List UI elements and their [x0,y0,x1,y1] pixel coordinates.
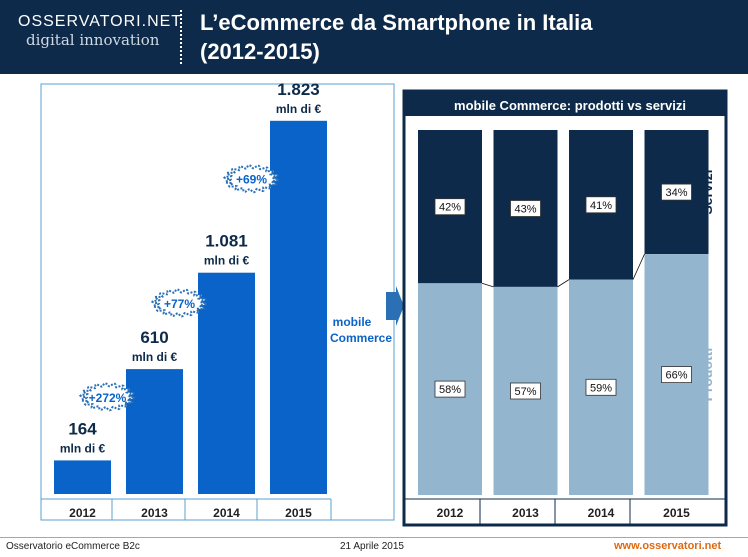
data-label-servizi-2015: 34% [665,187,687,199]
connector-line-2 [557,279,570,288]
right-tick-label-2014: 2014 [588,506,615,520]
right-tick-label-2012: 2012 [437,506,464,520]
connector-line-3 [632,253,645,280]
unit-label-2012: mln di € [60,441,106,455]
bar-2012 [54,460,111,494]
page-title: L’eCommerce da Smartphone in Italia (201… [200,8,592,66]
header-bar: OSSERVATORI.NET digital innovation L’eCo… [0,0,748,74]
arrow-label-line1: mobile [333,315,372,329]
footer-source: Osservatorio eCommerce B2c [6,541,140,552]
tick-label-2012: 2012 [69,506,96,520]
bar-2013 [126,369,183,494]
data-label-2013: 610 [140,328,168,347]
right-chart-title: mobile Commerce: prodotti vs servizi [454,98,686,113]
data-label-prodotti-2014: 59% [590,382,612,394]
label-box-servizi-2012 [434,198,466,216]
tick-label-2015: 2015 [285,506,312,520]
unit-label-2014: mln di € [204,254,250,268]
unit-label-2013: mln di € [132,350,178,364]
data-label-prodotti-2015: 66% [665,370,687,382]
data-label-servizi-2014: 41% [590,200,612,212]
growth-label-3: +69% [236,173,267,187]
growth-label-2: +77% [164,297,195,311]
growth-badge-3 [222,164,281,194]
label-box-prodotti-2014 [585,378,617,396]
bar-2014 [198,272,255,494]
logo-tagline: digital innovation [26,31,160,49]
header-divider [180,10,182,64]
growth-badge-1 [78,382,137,412]
footer-date: 21 Aprile 2015 [340,541,404,552]
right-chart-frame [402,89,728,527]
transition-arrow-icon [386,286,404,326]
label-box-prodotti-2013 [510,382,541,400]
footer-rule [0,537,748,538]
page-title-line2: (2012-2015) [200,39,320,64]
label-box-prodotti-2015 [661,366,692,384]
chart-canvas: 164 mln di € 610 mln di € 1.081 mln di € 1.823… [40,80,728,527]
tick-label-2014: 2014 [213,506,240,520]
right-tick-label-2013: 2013 [512,506,539,520]
growth-badge-2 [150,288,209,318]
right-chart-title-bar [405,92,725,116]
series-label-servizi: Servizi [699,170,715,215]
data-label-servizi-2013: 43% [514,204,536,216]
data-label-2015: 1.823 [277,80,320,99]
series-label-prodotti: Prodotti [699,348,715,402]
data-label-2012: 164 [68,419,97,438]
bar-2015 [270,120,327,495]
growth-label-1: +272% [89,391,127,405]
data-label-prodotti-2013: 57% [514,386,536,398]
logo-wordmark: OSSERVATORI.NET [18,13,183,30]
connector-line-1 [481,282,494,288]
unit-label-2015: mln di € [276,102,322,116]
label-box-servizi-2015 [661,183,692,201]
footer-website-link[interactable]: www.osservatori.net [614,540,722,552]
label-box-prodotti-2012 [434,380,466,398]
label-box-servizi-2014 [585,196,617,214]
arrow-label-line2: Commerce [330,331,392,345]
data-label-prodotti-2012: 58% [439,384,461,396]
tick-label-2013: 2013 [141,506,168,520]
data-label-2014: 1.081 [205,232,248,251]
right-tick-label-2015: 2015 [663,506,690,520]
label-box-servizi-2013 [510,200,541,217]
page-title-line1: L’eCommerce da Smartphone in Italia [200,10,593,35]
data-label-servizi-2012: 42% [439,202,461,214]
